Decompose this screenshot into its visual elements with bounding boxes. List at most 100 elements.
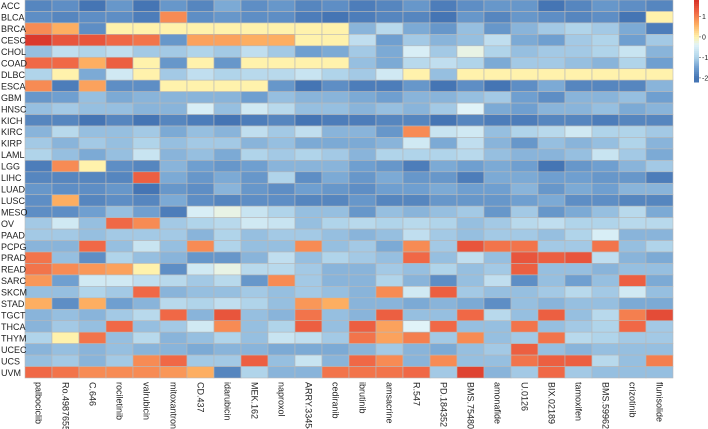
heatmap-cell — [456, 263, 485, 276]
heatmap-cell — [456, 171, 485, 184]
heatmap-cell — [132, 79, 161, 92]
heatmap-cell — [132, 354, 161, 367]
heatmap-cell — [375, 137, 404, 150]
row-label: ESCA — [1, 81, 26, 91]
row-label: SKCM — [1, 288, 27, 298]
heatmap-cell — [267, 251, 296, 264]
heatmap-cell — [456, 56, 485, 70]
heatmap-cell — [483, 217, 512, 230]
heatmap-cell — [402, 160, 431, 173]
heatmap-cell — [294, 22, 323, 35]
heatmap-cell — [132, 125, 161, 138]
heatmap-cell — [348, 68, 377, 81]
heatmap-cell — [240, 171, 269, 184]
heatmap-cell — [591, 194, 620, 207]
heatmap-cell — [348, 45, 377, 58]
heatmap-cell — [24, 263, 53, 276]
heatmap-cell — [645, 56, 674, 70]
heatmap-cell — [24, 343, 53, 356]
heatmap-cell — [456, 240, 485, 253]
heatmap-cell — [105, 228, 134, 241]
heatmap-cell — [78, 79, 107, 92]
heatmap-cell — [564, 137, 593, 150]
heatmap-cell — [51, 68, 80, 81]
heatmap-cell — [618, 286, 647, 299]
heatmap-cell — [213, 45, 242, 58]
heatmap-cell — [213, 366, 242, 379]
heatmap-cell — [24, 79, 53, 92]
heatmap-cell — [483, 125, 512, 138]
heatmap-cell — [186, 194, 215, 207]
heatmap-cell — [213, 11, 242, 24]
heatmap-cell — [267, 331, 296, 344]
heatmap-cell — [510, 171, 539, 184]
column-label: cediranib — [331, 382, 341, 419]
heatmap-cell — [267, 320, 296, 333]
heatmap-cell — [645, 171, 674, 184]
column-label: BMS.599626 — [601, 382, 611, 429]
heatmap-cell — [645, 240, 674, 253]
heatmap-cell — [402, 22, 431, 35]
heatmap-cell — [456, 68, 485, 81]
heatmap-cell — [483, 22, 512, 35]
heatmap-cell — [618, 251, 647, 264]
heatmap-cell — [24, 148, 53, 161]
heatmap-cell — [483, 228, 512, 241]
heatmap-cell — [429, 263, 458, 276]
row-label: KIRP — [1, 139, 22, 149]
heatmap-cell — [213, 263, 242, 276]
heatmap-cell — [375, 286, 404, 299]
legend-gradient-segment — [694, 65, 699, 69]
heatmap-cell — [348, 34, 377, 47]
heatmap-cell — [321, 308, 350, 322]
heatmap-cell — [537, 217, 566, 230]
heatmap-cell — [78, 68, 107, 81]
legend-gradient-segment — [694, 57, 699, 60]
heatmap-cell — [483, 137, 512, 150]
heatmap-cell — [159, 125, 188, 138]
heatmap-cell — [240, 308, 269, 322]
heatmap-cell — [240, 160, 269, 173]
heatmap-cell — [186, 137, 215, 150]
heatmap-cell — [213, 34, 242, 47]
heatmap-cell — [375, 22, 404, 35]
legend-gradient-segment — [694, 26, 699, 30]
heatmap-cell — [51, 194, 80, 207]
heatmap-cell — [618, 56, 647, 70]
heatmap-cell — [537, 205, 566, 218]
heatmap-cell — [186, 331, 215, 344]
heatmap-cell — [402, 68, 431, 81]
heatmap-cell — [618, 274, 647, 287]
legend-gradient-segment — [694, 43, 699, 46]
heatmap-cell — [213, 102, 242, 115]
heatmap-cell — [159, 228, 188, 241]
heatmap-cell — [132, 331, 161, 344]
heatmap-cell — [483, 0, 512, 12]
heatmap-cell — [132, 137, 161, 150]
heatmap-cell — [78, 274, 107, 287]
heatmap-cell — [105, 251, 134, 264]
heatmap-cell — [213, 343, 242, 356]
row-label: ACC — [1, 1, 21, 11]
heatmap-cell — [186, 366, 215, 379]
heatmap-cell — [240, 125, 269, 138]
heatmap-cell — [321, 45, 350, 58]
heatmap-cell — [240, 354, 269, 367]
heatmap-cell — [159, 320, 188, 333]
heatmap-cell — [537, 160, 566, 173]
heatmap-cell — [618, 102, 647, 115]
heatmap-cell — [645, 11, 674, 24]
heatmap-cell — [348, 240, 377, 253]
heatmap-cell — [456, 148, 485, 161]
heatmap-cell — [591, 91, 620, 104]
heatmap-cell — [321, 91, 350, 104]
heatmap-cell — [24, 194, 53, 207]
heatmap-cell — [186, 228, 215, 241]
heatmap-cell — [564, 68, 593, 81]
heatmap-cell — [429, 308, 458, 322]
heatmap-cell — [24, 274, 53, 287]
legend-gradient-segment — [694, 71, 699, 75]
heatmap-cell — [402, 263, 431, 276]
heatmap-cell — [591, 240, 620, 253]
heatmap-cell — [186, 240, 215, 253]
